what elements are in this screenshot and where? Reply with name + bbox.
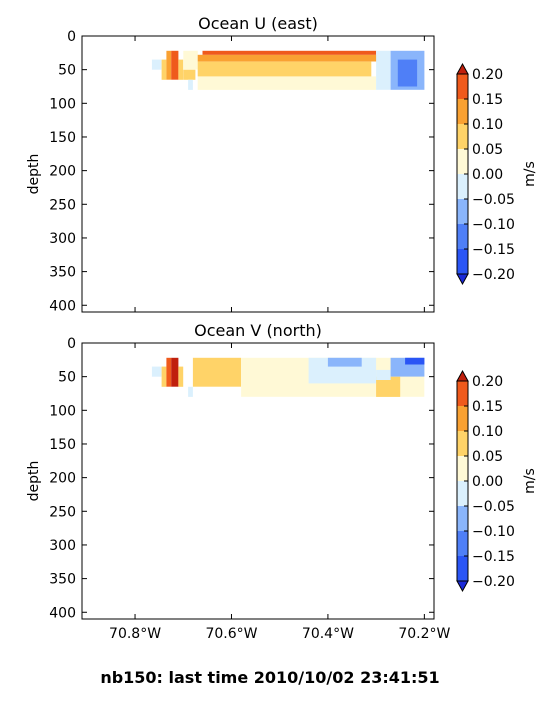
data-cell-11 xyxy=(376,369,391,380)
panel-u-colorbar: 0.20 0.15 0.10 0.05 0.00 −0.05 −0.10 −0.15 −0.20 xyxy=(456,62,515,286)
panel-u-title: Ocean U (east) xyxy=(198,14,318,33)
colorbar-tick-label: 0.15 xyxy=(472,399,503,415)
data-cell-10 xyxy=(376,376,401,397)
colorbar-tick-label: 0.15 xyxy=(472,92,503,108)
colorbar-tick-label: −0.15 xyxy=(472,242,515,258)
panel-u-plot-area: 0 50 100 150 200 250 300 350 400 xyxy=(49,29,435,314)
colorbar-tick-label: 0.10 xyxy=(472,117,503,133)
y-tick-label: 0 xyxy=(67,336,76,352)
plot-frame xyxy=(81,342,435,620)
data-cell-9 xyxy=(327,357,362,367)
data-cell-1 xyxy=(161,59,167,80)
colorbar-swatch-0 xyxy=(457,556,468,581)
data-cell-1 xyxy=(161,366,167,387)
y-tick-label: 300 xyxy=(49,231,76,247)
colorbar-tick-label: 0.05 xyxy=(472,142,503,158)
data-cell-0 xyxy=(151,366,162,377)
colorbar-tick-label: −0.05 xyxy=(472,499,515,515)
y-tick-label: 250 xyxy=(49,504,76,520)
y-tick-label: 400 xyxy=(49,298,76,314)
colorbar-tick-label: −0.10 xyxy=(472,524,515,540)
colorbar-swatch-1 xyxy=(457,224,468,249)
x-tick-label: 70.2°W xyxy=(398,626,450,642)
data-cell-14 xyxy=(397,59,418,87)
data-cell-12 xyxy=(376,50,391,90)
figure-title: nb150: last time 2010/10/02 23:41:51 xyxy=(100,668,439,687)
colorbar-swatch-5 xyxy=(457,124,468,149)
x-tick-label: 70.6°W xyxy=(205,626,257,642)
data-cell-6 xyxy=(183,50,198,70)
data-cell-13 xyxy=(405,357,425,365)
panel-ocean-v: Ocean V (north) depth 0 50 100 150 200 250 300… xyxy=(26,321,538,642)
data-cell-0 xyxy=(151,59,162,70)
data-cell-8 xyxy=(197,76,377,90)
y-tick-label: 200 xyxy=(49,471,76,487)
panel-v-ylabel: depth xyxy=(26,461,42,502)
colorbar-swatch-2 xyxy=(457,199,468,224)
data-cell-7 xyxy=(188,79,193,90)
colorbar-swatch-7 xyxy=(457,74,468,99)
y-tick-label: 0 xyxy=(67,29,76,45)
data-cell-2 xyxy=(166,50,172,80)
y-tick-label: 200 xyxy=(49,164,76,180)
data-cell-2 xyxy=(166,357,172,387)
y-tick-label: 150 xyxy=(49,437,76,453)
colorbar-tick-label: 0.05 xyxy=(472,449,503,465)
y-tick-label: 100 xyxy=(49,403,76,419)
data-cell-4 xyxy=(178,366,184,387)
colorbar-swatch-3 xyxy=(457,174,468,199)
y-tick-label: 300 xyxy=(49,538,76,554)
data-cell-9 xyxy=(197,61,372,77)
colorbar-tick-label: 0.00 xyxy=(472,167,503,183)
panel-v-plot-area: 0 50 100 150 200 250 300 350 400 70.8°W 70.6°W 70.4… xyxy=(49,336,450,642)
colorbar-swatch-6 xyxy=(457,99,468,124)
colorbar-swatch-3 xyxy=(457,481,468,506)
panel-ocean-u: Ocean U (east) depth 0 50 100 150 200 250 300 3… xyxy=(26,14,538,314)
x-tick-label: 70.4°W xyxy=(302,626,354,642)
colorbar-swatch-7 xyxy=(457,381,468,406)
colorbar-swatch-5 xyxy=(457,431,468,456)
y-tick-label: 50 xyxy=(58,63,76,79)
panel-v-colorbar: 0.20 0.15 0.10 0.05 0.00 −0.05 −0.10 −0.15 −0.20 xyxy=(456,369,515,593)
data-cell-4 xyxy=(178,59,184,80)
data-cell-5 xyxy=(183,69,196,80)
colorbar-tick-label: −0.15 xyxy=(472,549,515,565)
y-tick-label: 400 xyxy=(49,605,76,621)
y-tick-label: 350 xyxy=(49,265,76,281)
data-cell-10 xyxy=(197,54,386,62)
panel-u-colorbar-label: m/s xyxy=(522,161,538,187)
x-tick-label: 70.8°W xyxy=(109,626,161,642)
data-cell-11 xyxy=(202,50,377,55)
y-tick-label: 50 xyxy=(58,370,76,386)
panel-v-colorbar-label: m/s xyxy=(522,468,538,494)
y-tick-label: 100 xyxy=(49,96,76,112)
plot-frame xyxy=(81,35,435,313)
y-tick-label: 350 xyxy=(49,572,76,588)
colorbar-tick-label: −0.05 xyxy=(472,192,515,208)
y-tick-label: 250 xyxy=(49,197,76,213)
panel-u-ylabel: depth xyxy=(26,154,42,195)
data-cell-6 xyxy=(192,357,242,387)
colorbar-swatch-1 xyxy=(457,531,468,556)
colorbar-swatch-4 xyxy=(457,149,468,174)
data-cell-3 xyxy=(171,50,179,80)
data-cell-3 xyxy=(171,357,179,387)
y-tick-label: 150 xyxy=(49,130,76,146)
colorbar-tick-label: −0.20 xyxy=(472,267,515,283)
panel-v-title: Ocean V (north) xyxy=(194,321,322,340)
colorbar-tick-label: −0.20 xyxy=(472,574,515,590)
colorbar-swatch-0 xyxy=(457,249,468,274)
colorbar-tick-label: 0.10 xyxy=(472,424,503,440)
colorbar-swatch-2 xyxy=(457,506,468,531)
colorbar-swatch-6 xyxy=(457,406,468,431)
colorbar-tick-label: 0.00 xyxy=(472,474,503,490)
data-cell-5 xyxy=(188,386,193,397)
colorbar-tick-label: 0.20 xyxy=(472,67,503,83)
colorbar-tick-label: 0.20 xyxy=(472,374,503,390)
colorbar-tick-label: −0.10 xyxy=(472,217,515,233)
colorbar-swatch-4 xyxy=(457,456,468,481)
